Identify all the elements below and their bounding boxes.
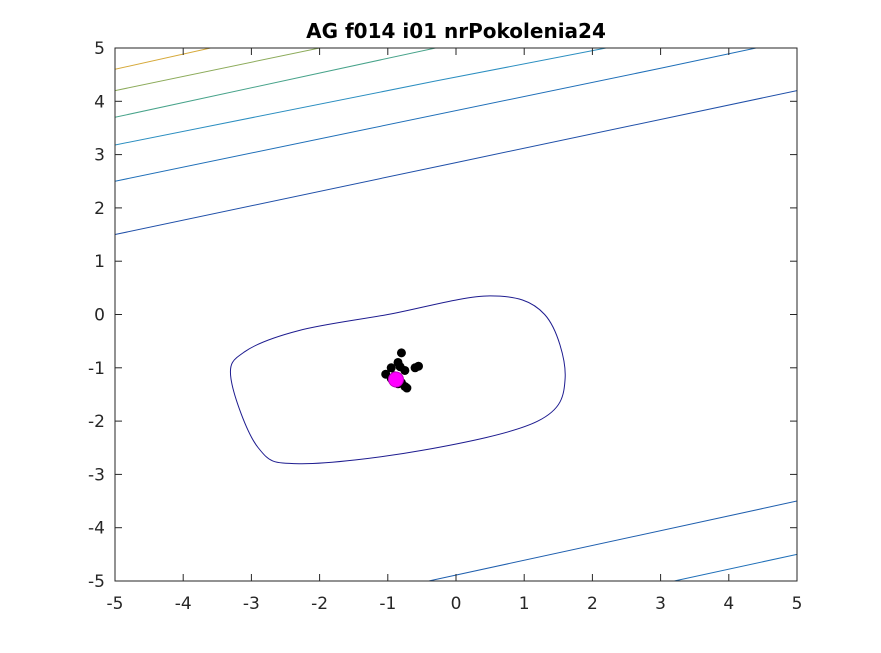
contour-line-8 (428, 500, 797, 581)
x-tick-label-9: 3 (655, 594, 666, 614)
population-point-8 (400, 365, 410, 375)
contour-line-4 (115, 48, 607, 146)
y-tick-label-2: 4 (94, 92, 105, 112)
x-tick-label-1: -5 (107, 594, 124, 614)
contour-line-9 (674, 553, 797, 581)
population-point-4 (386, 363, 396, 373)
y-tick-label-1: 5 (94, 39, 105, 59)
best-point (387, 371, 404, 388)
y-tick-label-4: 2 (94, 199, 105, 219)
population-point-7 (410, 363, 420, 373)
population-point-1 (396, 348, 406, 358)
x-tick-label-7: 1 (519, 594, 530, 614)
x-tick-label-8: 2 (587, 594, 598, 614)
contour-line-3 (115, 48, 757, 182)
x-tick-label-11: 5 (792, 594, 803, 614)
population-point-13 (402, 383, 412, 393)
x-tick-label-4: -2 (311, 594, 328, 614)
contour-line-5 (115, 48, 436, 118)
y-tick-label-3: 3 (94, 146, 105, 166)
y-tick-label-5: 1 (94, 252, 105, 272)
y-tick-label-7: -1 (88, 359, 105, 379)
y-tick-label-9: -3 (88, 465, 105, 485)
y-tick-label-11: -5 (88, 572, 105, 592)
plot-area: -5 -4 -3 -2 -1 0 1 2 3 4 5 5 4 3 2 1 0 -1 -2 -3 -4 -5 (88, 39, 802, 614)
x-tick-label-6: 0 (451, 594, 462, 614)
y-tick-label-6: 0 (94, 306, 105, 326)
contour-lines (115, 48, 797, 581)
contour-line-7 (115, 48, 211, 70)
x-tick-label-2: -4 (175, 594, 192, 614)
x-tick-label-3: -3 (243, 594, 260, 614)
x-tick-label-10: 4 (723, 594, 734, 614)
chart-title: AG f014 i01 nrPokolenia24 (306, 19, 606, 43)
contour-line-6 (115, 48, 320, 92)
x-tick-label-5: -1 (379, 594, 396, 614)
y-tick-label-8: -2 (88, 412, 105, 432)
contour-line-2 (115, 90, 797, 236)
contour-line-1 (229, 295, 566, 465)
y-tick-label-10: -4 (88, 519, 105, 539)
